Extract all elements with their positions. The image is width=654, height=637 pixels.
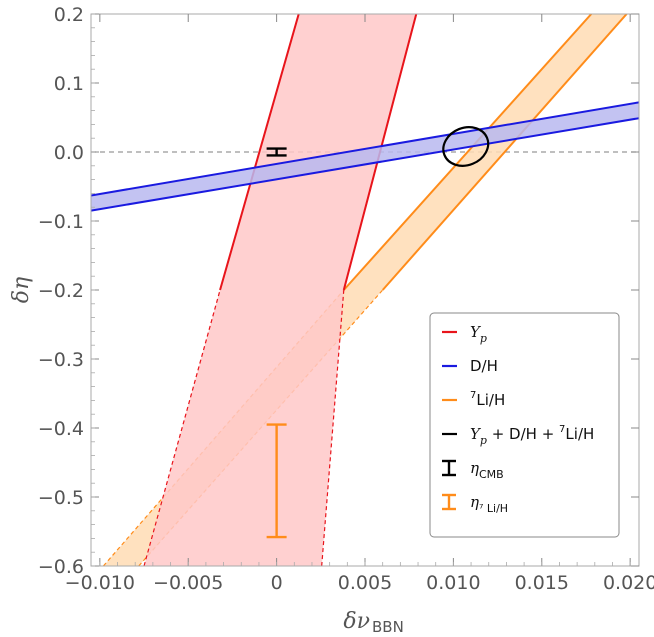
- x-axis-title-subscript: BBN: [372, 618, 404, 636]
- axis-ticks: −0.010 −0.005 0 0.005 0.010 0.015 0.020 0.2 0.1 0…: [38, 4, 654, 594]
- x-tick-label: 0.005: [338, 572, 392, 594]
- axis-labels: δη δν BBN: [9, 277, 404, 636]
- y-axis-title: δη: [9, 277, 34, 303]
- y-tick-label: −0.3: [38, 349, 84, 371]
- plot-area: [91, 14, 639, 566]
- combined-contour: [442, 126, 490, 167]
- y-tick-label: −0.2: [38, 280, 84, 302]
- x-tick-label: 0.020: [603, 572, 654, 594]
- y-tick-label: −0.5: [38, 487, 84, 509]
- x-tick-label: 0: [271, 572, 283, 594]
- x-tick-label: 0.015: [515, 572, 569, 594]
- x-tick-label: −0.010: [65, 572, 135, 594]
- d-h-band-fill: [91, 102, 639, 211]
- yp-edge-1-dashed: [143, 289, 221, 566]
- legend-label-7Li/H: 7Li/H: [470, 390, 505, 409]
- y-tick-label: 0.2: [54, 4, 84, 26]
- legend-label-D/H: D/H: [470, 357, 498, 375]
- x-tick-label: −0.005: [153, 572, 223, 594]
- y-tick-label: 0.0: [54, 142, 84, 164]
- legend-label-combined: Yp + D/H + 7Li/H: [470, 424, 594, 447]
- y-tick-label: −0.4: [38, 418, 84, 440]
- legend-label-eta_li: η⁷ Li/H: [470, 493, 508, 515]
- x-axis-title: δν: [343, 609, 370, 634]
- li-h-edge-1: [343, 14, 593, 291]
- yp-edge-1: [219, 14, 300, 291]
- y-tick-label: −0.1: [38, 211, 84, 233]
- legend: Yp D/H 7Li/H Yp + D/H + 7Li/H ηCMB η⁷ Li/H: [429, 312, 620, 538]
- li-h-edge-2: [381, 14, 628, 291]
- y-tick-label: 0.1: [54, 73, 84, 95]
- y-tick-label: −0.6: [38, 556, 84, 578]
- legend-label-Y_p: Yp: [470, 323, 487, 345]
- d-h-edge-1: [91, 101, 639, 197]
- d-h-edge-2: [91, 117, 639, 212]
- x-tick-label: 0.010: [426, 572, 480, 594]
- legend-label-eta_cmb: ηCMB: [470, 459, 504, 481]
- legend-box: [429, 312, 620, 538]
